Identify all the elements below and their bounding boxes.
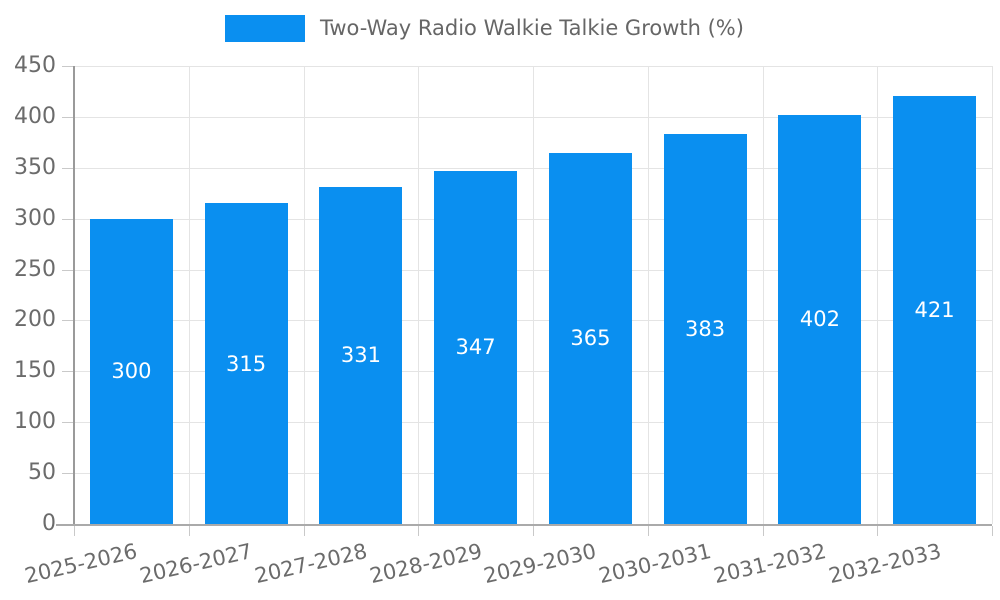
y-axis-label: 400 — [14, 103, 56, 129]
gridline-vertical — [877, 66, 879, 524]
x-axis-tick — [877, 526, 879, 536]
y-axis-tick — [62, 66, 74, 67]
gridline-vertical — [188, 66, 190, 524]
y-axis-label: 450 — [14, 53, 56, 78]
bar[interactable]: 383 — [663, 134, 747, 524]
y-axis-tick — [62, 218, 74, 220]
x-axis-tick — [762, 526, 764, 536]
bar-value-label: 383 — [685, 317, 726, 342]
y-axis-label: 50 — [28, 460, 56, 486]
bar-value-label: 300 — [111, 359, 152, 384]
x-axis-tick — [418, 526, 420, 536]
x-axis-tick — [992, 526, 993, 536]
gridline-vertical — [303, 66, 305, 524]
legend-label: Two-Way Radio Walkie Talkie Growth (%) — [320, 16, 744, 40]
bar[interactable]: 331 — [319, 187, 403, 524]
y-axis-label: 200 — [14, 307, 56, 333]
y-axis-tick — [62, 167, 74, 169]
bar-value-label: 347 — [455, 335, 496, 360]
bar-value-label: 421 — [914, 297, 955, 322]
y-axis-tick — [62, 473, 74, 475]
bar[interactable]: 365 — [548, 152, 632, 524]
gridline-vertical — [762, 66, 764, 524]
legend-item[interactable]: Two-Way Radio Walkie Talkie Growth (%) — [225, 15, 744, 42]
bar[interactable]: 315 — [204, 203, 288, 524]
x-axis-tick — [647, 526, 649, 536]
y-axis-line — [73, 66, 75, 526]
y-axis-label: 150 — [14, 358, 56, 384]
y-axis-label: 300 — [14, 205, 56, 231]
bar-value-label: 365 — [570, 326, 611, 351]
y-axis-label: 350 — [14, 154, 56, 180]
y-axis-tick — [62, 320, 74, 322]
bar[interactable]: 421 — [893, 95, 977, 524]
x-axis-tick — [188, 526, 190, 536]
bar[interactable]: 347 — [434, 170, 518, 524]
gridline-vertical — [418, 66, 420, 524]
y-axis-label: 100 — [14, 409, 56, 435]
y-axis-label: 0 — [42, 511, 56, 536]
x-axis-tick — [303, 526, 305, 536]
x-axis-line — [56, 524, 992, 526]
x-axis-tick — [74, 526, 75, 536]
legend-swatch — [225, 15, 305, 42]
y-axis-tick — [62, 422, 74, 424]
gridline-vertical — [647, 66, 649, 524]
y-axis-label: 250 — [14, 256, 56, 282]
bar-value-label: 315 — [226, 351, 267, 376]
y-axis-tick — [62, 269, 74, 271]
y-axis-tick — [62, 116, 74, 118]
y-axis-tick — [62, 371, 74, 373]
bar-value-label: 331 — [340, 343, 381, 368]
gridline-vertical — [992, 66, 993, 524]
bar[interactable]: 402 — [778, 114, 862, 524]
gridline-vertical — [533, 66, 534, 524]
x-axis-tick — [533, 526, 534, 536]
bar-value-label: 402 — [799, 307, 840, 332]
bar[interactable]: 300 — [89, 218, 173, 524]
